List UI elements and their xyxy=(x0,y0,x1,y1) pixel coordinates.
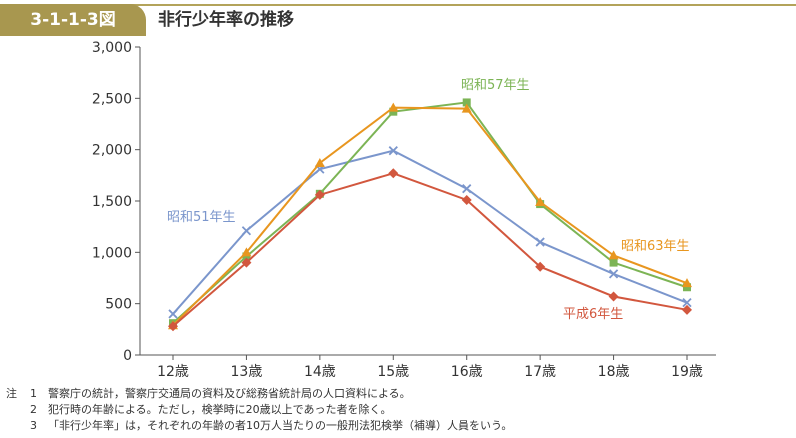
figure-header: 3-1-1-3図 非行少年率の推移 xyxy=(0,0,796,36)
data-point xyxy=(314,189,325,200)
data-point xyxy=(609,258,618,267)
y-tick-label: 0 xyxy=(123,348,132,364)
data-point xyxy=(608,269,619,279)
data-point xyxy=(462,184,472,194)
x-tick-label: 13歳 xyxy=(231,364,263,380)
series-label: 昭和57年生 xyxy=(461,78,530,93)
data-point xyxy=(388,102,399,112)
series-label: 平成6年生 xyxy=(563,307,623,322)
figure-number-badge: 3-1-1-3図 xyxy=(0,4,146,36)
data-point xyxy=(535,237,545,247)
x-tick-label: 18歳 xyxy=(598,364,630,380)
figure-title: 非行少年率の推移 xyxy=(158,10,294,30)
x-tick-label: 14歳 xyxy=(304,364,336,380)
data-point xyxy=(388,168,399,179)
data-point xyxy=(608,291,619,302)
y-tick-label: 500 xyxy=(105,297,132,313)
footnote-3: 3 「非行少年率」は，それぞれの年齢の者10万人当たりの一般刑法犯検挙（補導）人… xyxy=(6,418,512,434)
series-label: 昭和63年生 xyxy=(621,239,690,254)
y-tick-label: 1,500 xyxy=(92,194,132,210)
data-point xyxy=(461,194,472,205)
footnote-number: 1 xyxy=(30,387,37,400)
y-tick-label: 2,000 xyxy=(92,143,132,159)
x-tick-label: 17歳 xyxy=(524,364,556,380)
footnote-number: 2 xyxy=(30,403,37,416)
x-tick-label: 12歳 xyxy=(157,364,189,380)
series-line xyxy=(172,172,688,328)
data-point xyxy=(242,252,251,261)
data-point xyxy=(168,309,178,319)
data-point xyxy=(682,304,692,315)
data-point xyxy=(314,158,325,168)
footnote-text: 警察庁の統計，警察庁交通局の資料及び総務省統計局の人口資料による。 xyxy=(48,387,411,400)
footnote-text: 「非行少年率」は，それぞれの年齢の者10万人当たりの一般刑法犯検挙（補導）人員を… xyxy=(48,419,513,432)
footnote-text: 犯行時の年齢による。ただし，検挙時に20歳以上であった者を除く。 xyxy=(48,403,392,416)
chart-series xyxy=(168,98,692,332)
chart-axes: 0 500 1,000 1,500 2,000 2,500 3,000 12歳 13歳 14歳 15… xyxy=(92,40,716,380)
footnote-prefix: 注 xyxy=(6,387,17,400)
data-point xyxy=(461,103,472,113)
data-point xyxy=(682,298,692,308)
series-1 xyxy=(168,146,692,319)
series-line xyxy=(172,106,688,326)
data-point xyxy=(241,226,252,236)
x-tick-label: 16歳 xyxy=(451,364,483,380)
series-label: 昭和51年生 xyxy=(167,210,236,225)
y-tick-label: 1,000 xyxy=(92,245,132,261)
series-line xyxy=(172,149,688,315)
series-4 xyxy=(168,168,692,332)
data-point xyxy=(683,283,691,292)
footnote-2: 2 犯行時の年齢による。ただし，検挙時に20歳以上であった者を除く。 xyxy=(6,402,512,418)
y-tick-label: 3,000 xyxy=(92,40,132,56)
data-point xyxy=(389,107,398,116)
line-chart: 0 500 1,000 1,500 2,000 2,500 3,000 12歳 13歳 14歳 15… xyxy=(92,40,716,380)
data-point xyxy=(241,247,252,257)
data-point xyxy=(462,98,471,107)
data-point xyxy=(388,146,398,156)
data-point xyxy=(241,257,252,268)
data-point xyxy=(168,321,178,332)
footnotes: 注 1 警察庁の統計，警察庁交通局の資料及び総務省統計局の人口資料による。 2 … xyxy=(6,386,512,434)
y-tick-label: 2,500 xyxy=(92,91,132,107)
header-rule xyxy=(0,4,796,6)
series-line xyxy=(172,101,688,324)
data-point xyxy=(682,278,692,288)
data-point xyxy=(535,197,546,207)
data-point xyxy=(535,261,546,272)
x-tick-label: 19歳 xyxy=(671,364,703,380)
footnote-1: 注 1 警察庁の統計，警察庁交通局の資料及び総務省統計局の人口資料による。 xyxy=(6,386,512,402)
footnote-number: 3 xyxy=(30,419,37,432)
x-tick-label: 15歳 xyxy=(377,364,409,380)
data-point xyxy=(608,250,619,260)
